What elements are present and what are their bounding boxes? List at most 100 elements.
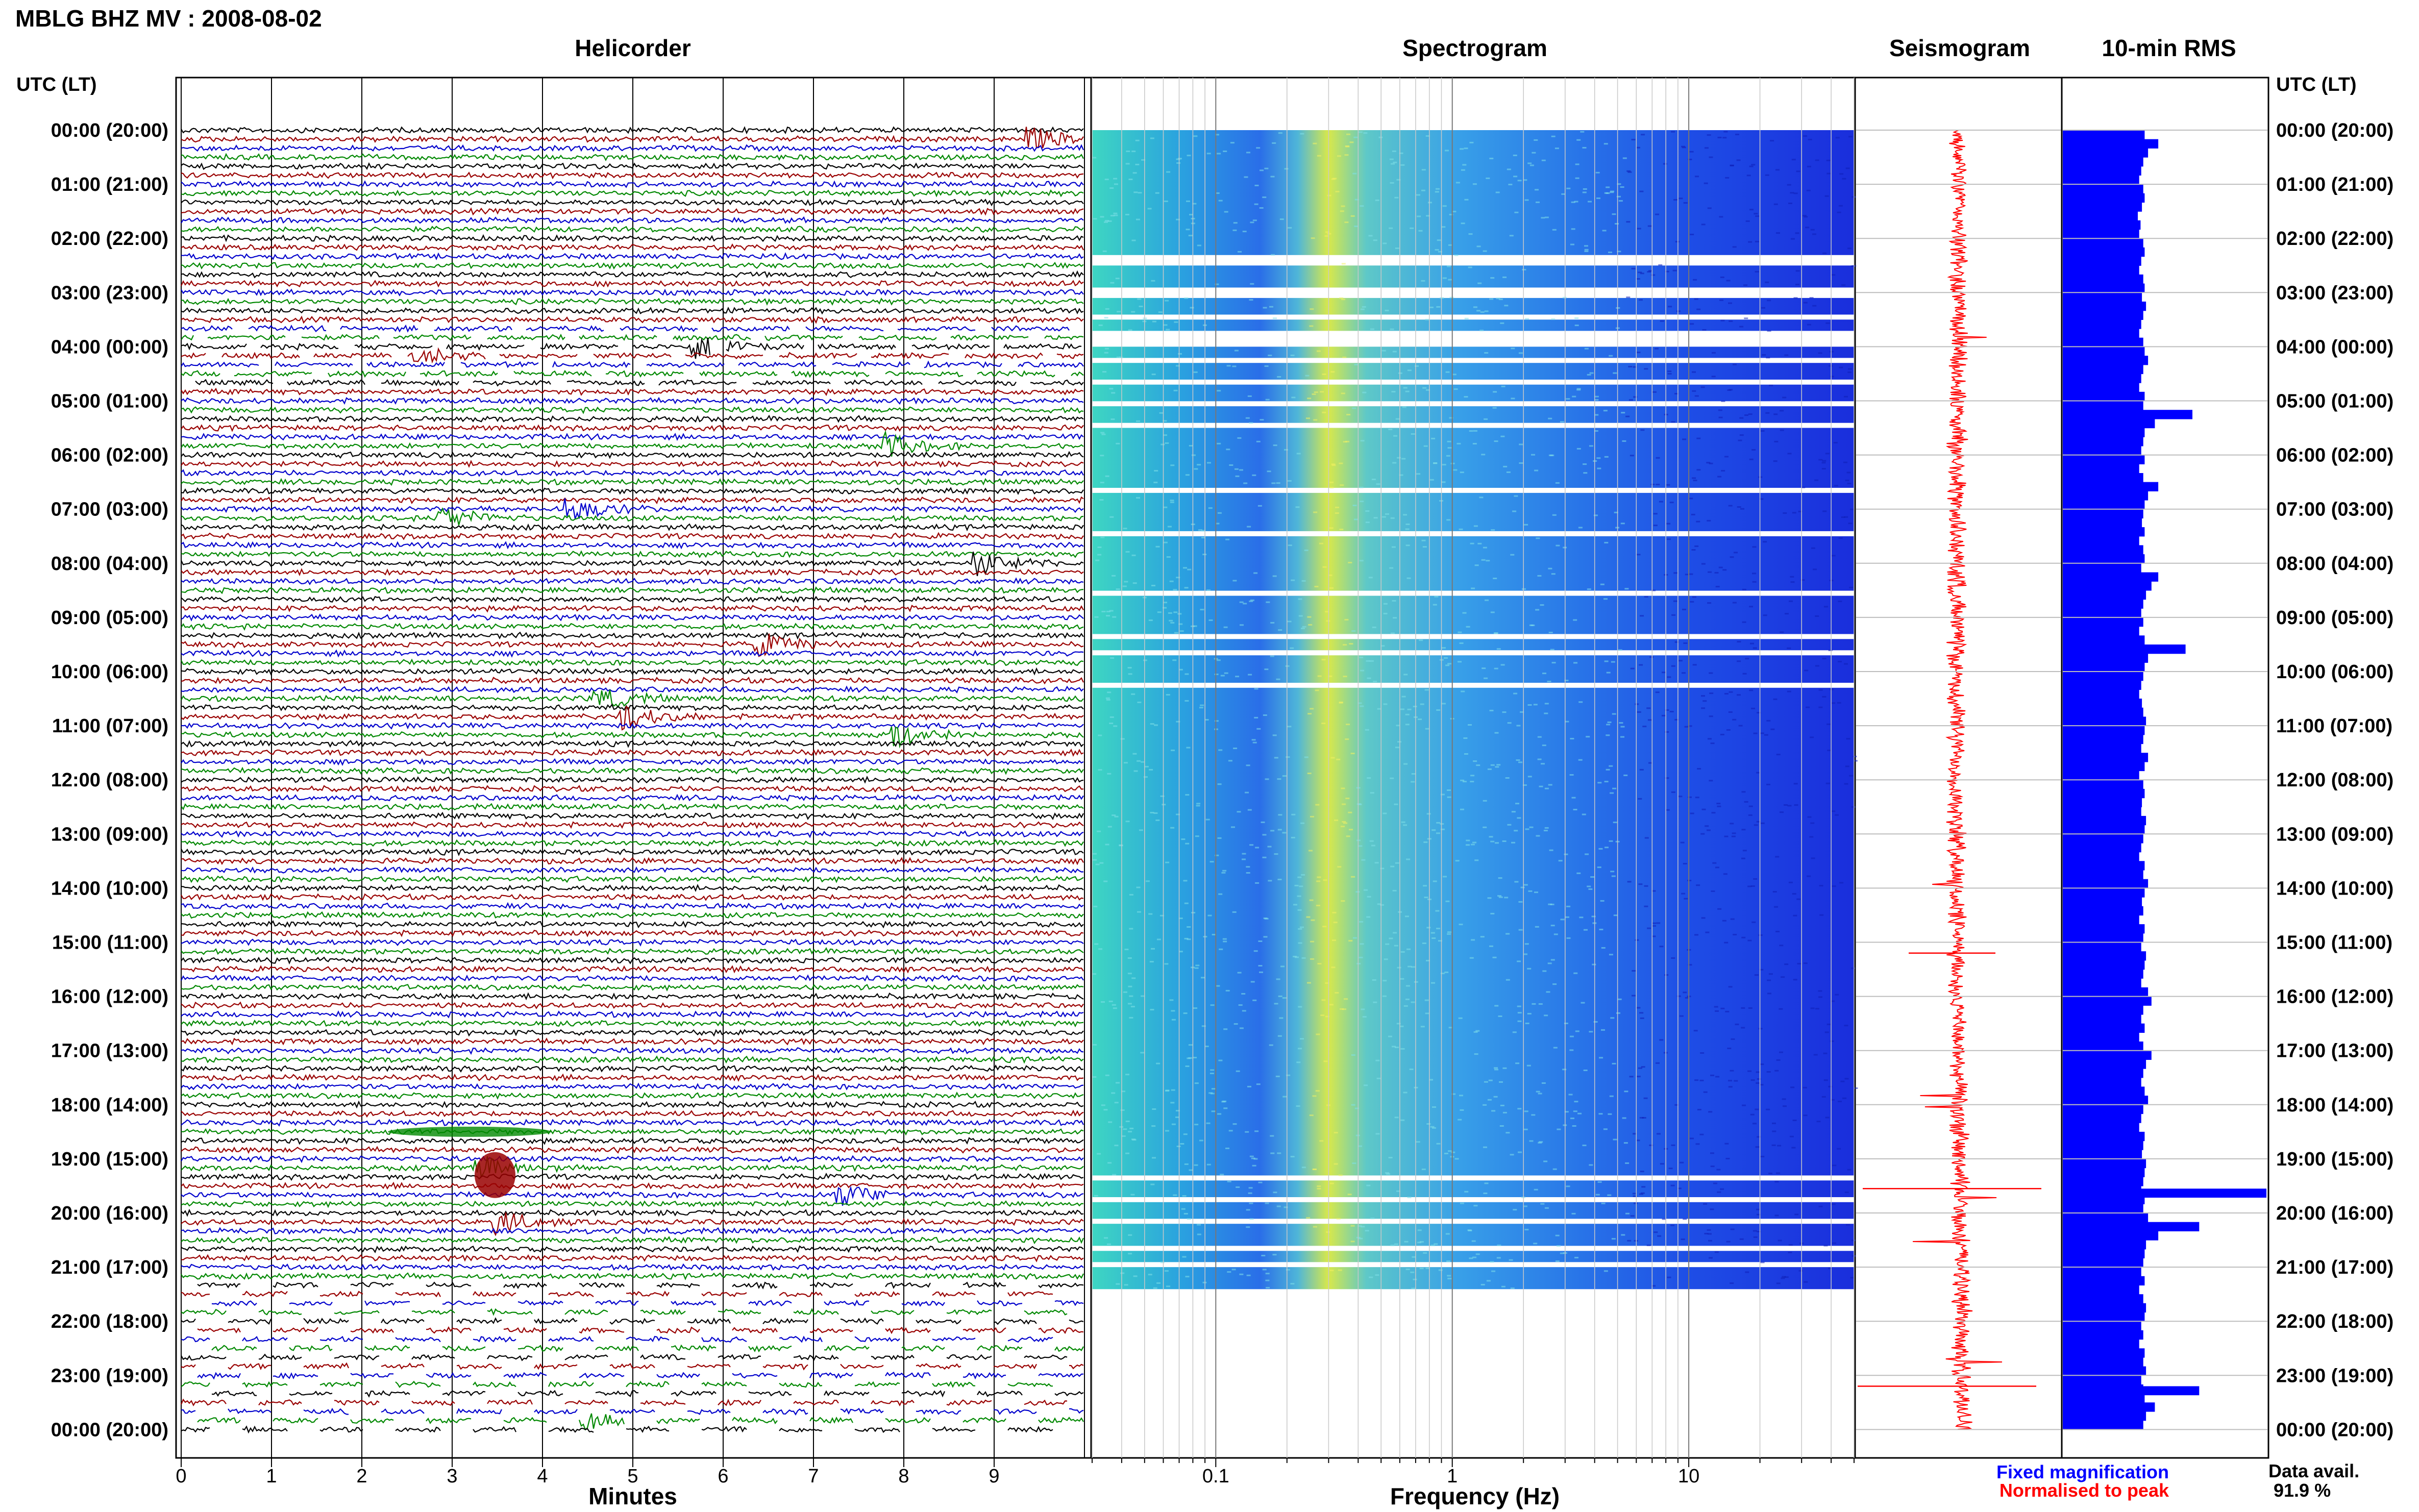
spectrogram-texture (1424, 897, 1428, 899)
spectrogram-texture (1696, 520, 1700, 523)
spectrogram-texture (1476, 764, 1480, 766)
spectrogram-texture (1818, 459, 1823, 461)
spectrogram-texture (1723, 131, 1728, 133)
spectrogram-texture (1398, 372, 1402, 374)
spectrogram-texture (1710, 1208, 1714, 1210)
spectrogram-texture (1223, 940, 1227, 943)
spectrogram-texture (1701, 563, 1706, 565)
spectrogram-texture (1494, 440, 1498, 442)
spectrogram-texture (1771, 1144, 1776, 1146)
spectrogram-texture (1392, 600, 1396, 602)
spectrogram-row (1092, 1180, 1854, 1186)
spectrogram-texture (1845, 479, 1849, 481)
helicorder-trace (181, 1353, 1068, 1361)
spectrogram-texture (1350, 1225, 1355, 1227)
spectrogram-texture (1524, 199, 1529, 201)
spectrogram-texture (1500, 664, 1505, 666)
helicorder-trace (181, 857, 1084, 865)
spectrogram-texture (1251, 739, 1256, 741)
spectrogram-texture (1257, 505, 1262, 507)
spectrogram-texture (1548, 417, 1552, 419)
spectrogram-row (1092, 628, 1854, 634)
helicorder-event (475, 1152, 515, 1198)
spectrogram-texture (1763, 541, 1767, 543)
spectrogram-texture (1720, 319, 1725, 321)
data-availability-label: Data avail. (2268, 1460, 2359, 1481)
spectrogram-texture (1617, 998, 1622, 1000)
spectrogram-texture (1793, 783, 1798, 785)
spectrogram-texture (1100, 216, 1104, 218)
spectrogram-texture (1129, 1127, 1134, 1129)
helicorder-trace (181, 568, 1084, 577)
spectrogram-texture (1548, 903, 1552, 905)
spectrogram-texture (1354, 199, 1359, 201)
spectrogram-texture (1725, 1158, 1730, 1159)
spectrogram-texture (1314, 391, 1318, 393)
spectrogram-texture (1606, 769, 1610, 771)
spectrogram-texture (1589, 1164, 1593, 1166)
spectrogram-texture (1611, 661, 1615, 663)
spectrogram-texture (1149, 961, 1154, 963)
spectrogram-texture (1688, 159, 1692, 160)
spectrogram-texture (1707, 134, 1711, 136)
spectrogram-texture (1732, 246, 1737, 248)
spectrogram-texture (1460, 1202, 1464, 1204)
spectrogram-texture (1813, 568, 1817, 571)
spectrogram-row (1092, 1137, 1854, 1143)
spectrogram-texture (1853, 756, 1857, 757)
spectrogram-texture (1098, 948, 1103, 950)
spectrogram-texture (1650, 483, 1655, 485)
spectrogram-texture (1171, 1010, 1175, 1012)
rms-bar (2063, 1096, 2149, 1105)
spectrogram-texture (1464, 1191, 1469, 1193)
spectrogram-texture (1754, 824, 1758, 826)
spectrogram-row (1092, 465, 1854, 472)
spectrogram-texture (1329, 1004, 1334, 1006)
spectrogram-texture (1467, 1229, 1472, 1231)
spectrogram-texture (1711, 890, 1715, 892)
spectrogram-texture (1691, 549, 1696, 551)
spectrogram-texture (1718, 416, 1723, 418)
spectrogram-texture (1665, 731, 1669, 733)
spectrogram-texture (1537, 575, 1542, 577)
spectrogram-texture (1368, 235, 1373, 237)
spectrogram-row (1092, 1267, 1854, 1273)
spectrogram-texture (1218, 1059, 1223, 1061)
spectrogram-texture (1613, 822, 1617, 824)
spectrogram-texture (1606, 672, 1611, 674)
spectrogram-texture (1589, 445, 1593, 447)
spectrogram-texture (1334, 819, 1339, 821)
spectrogram-texture (1460, 1109, 1464, 1111)
spectrogram-row (1092, 579, 1854, 585)
rms-bar (2063, 455, 2145, 464)
spectrogram-texture (1511, 841, 1515, 844)
rms-bar (2063, 1104, 2143, 1114)
spectrogram-texture (1494, 1005, 1499, 1007)
rms-bar (2063, 996, 2152, 1006)
spectrogram-row (1092, 741, 1854, 748)
spectrogram-texture (1779, 1008, 1783, 1010)
rms-bar (2063, 1267, 2141, 1277)
spectrogram-texture (1720, 276, 1724, 278)
spectrogram-texture (1249, 844, 1254, 846)
spectrogram-texture (1611, 1238, 1616, 1240)
time-label-left: 01:00 (21:00) (51, 174, 168, 195)
spectrogram-texture (1310, 708, 1314, 710)
spectrogram-texture (1667, 538, 1671, 540)
spectrogram-texture (1116, 356, 1121, 358)
spectrogram-texture (1667, 373, 1672, 375)
spectrogram-texture (1633, 366, 1637, 368)
spectrogram-texture (1790, 581, 1795, 583)
spectrogram-texture (1300, 133, 1304, 135)
spectrogram-texture (1107, 1243, 1111, 1245)
spectrogram-texture (1436, 709, 1441, 711)
spectrogram-row (1092, 872, 1854, 878)
spectrogram-texture (1345, 798, 1350, 800)
spectrogram-texture (1793, 914, 1797, 916)
spectrogram-texture (1108, 1121, 1113, 1123)
spectrogram-texture (1591, 915, 1596, 918)
spectrogram-texture (1700, 833, 1705, 835)
spectrogram-texture (1593, 514, 1598, 516)
spectrogram-texture (1288, 544, 1292, 547)
spectrogram-texture (1231, 826, 1235, 828)
